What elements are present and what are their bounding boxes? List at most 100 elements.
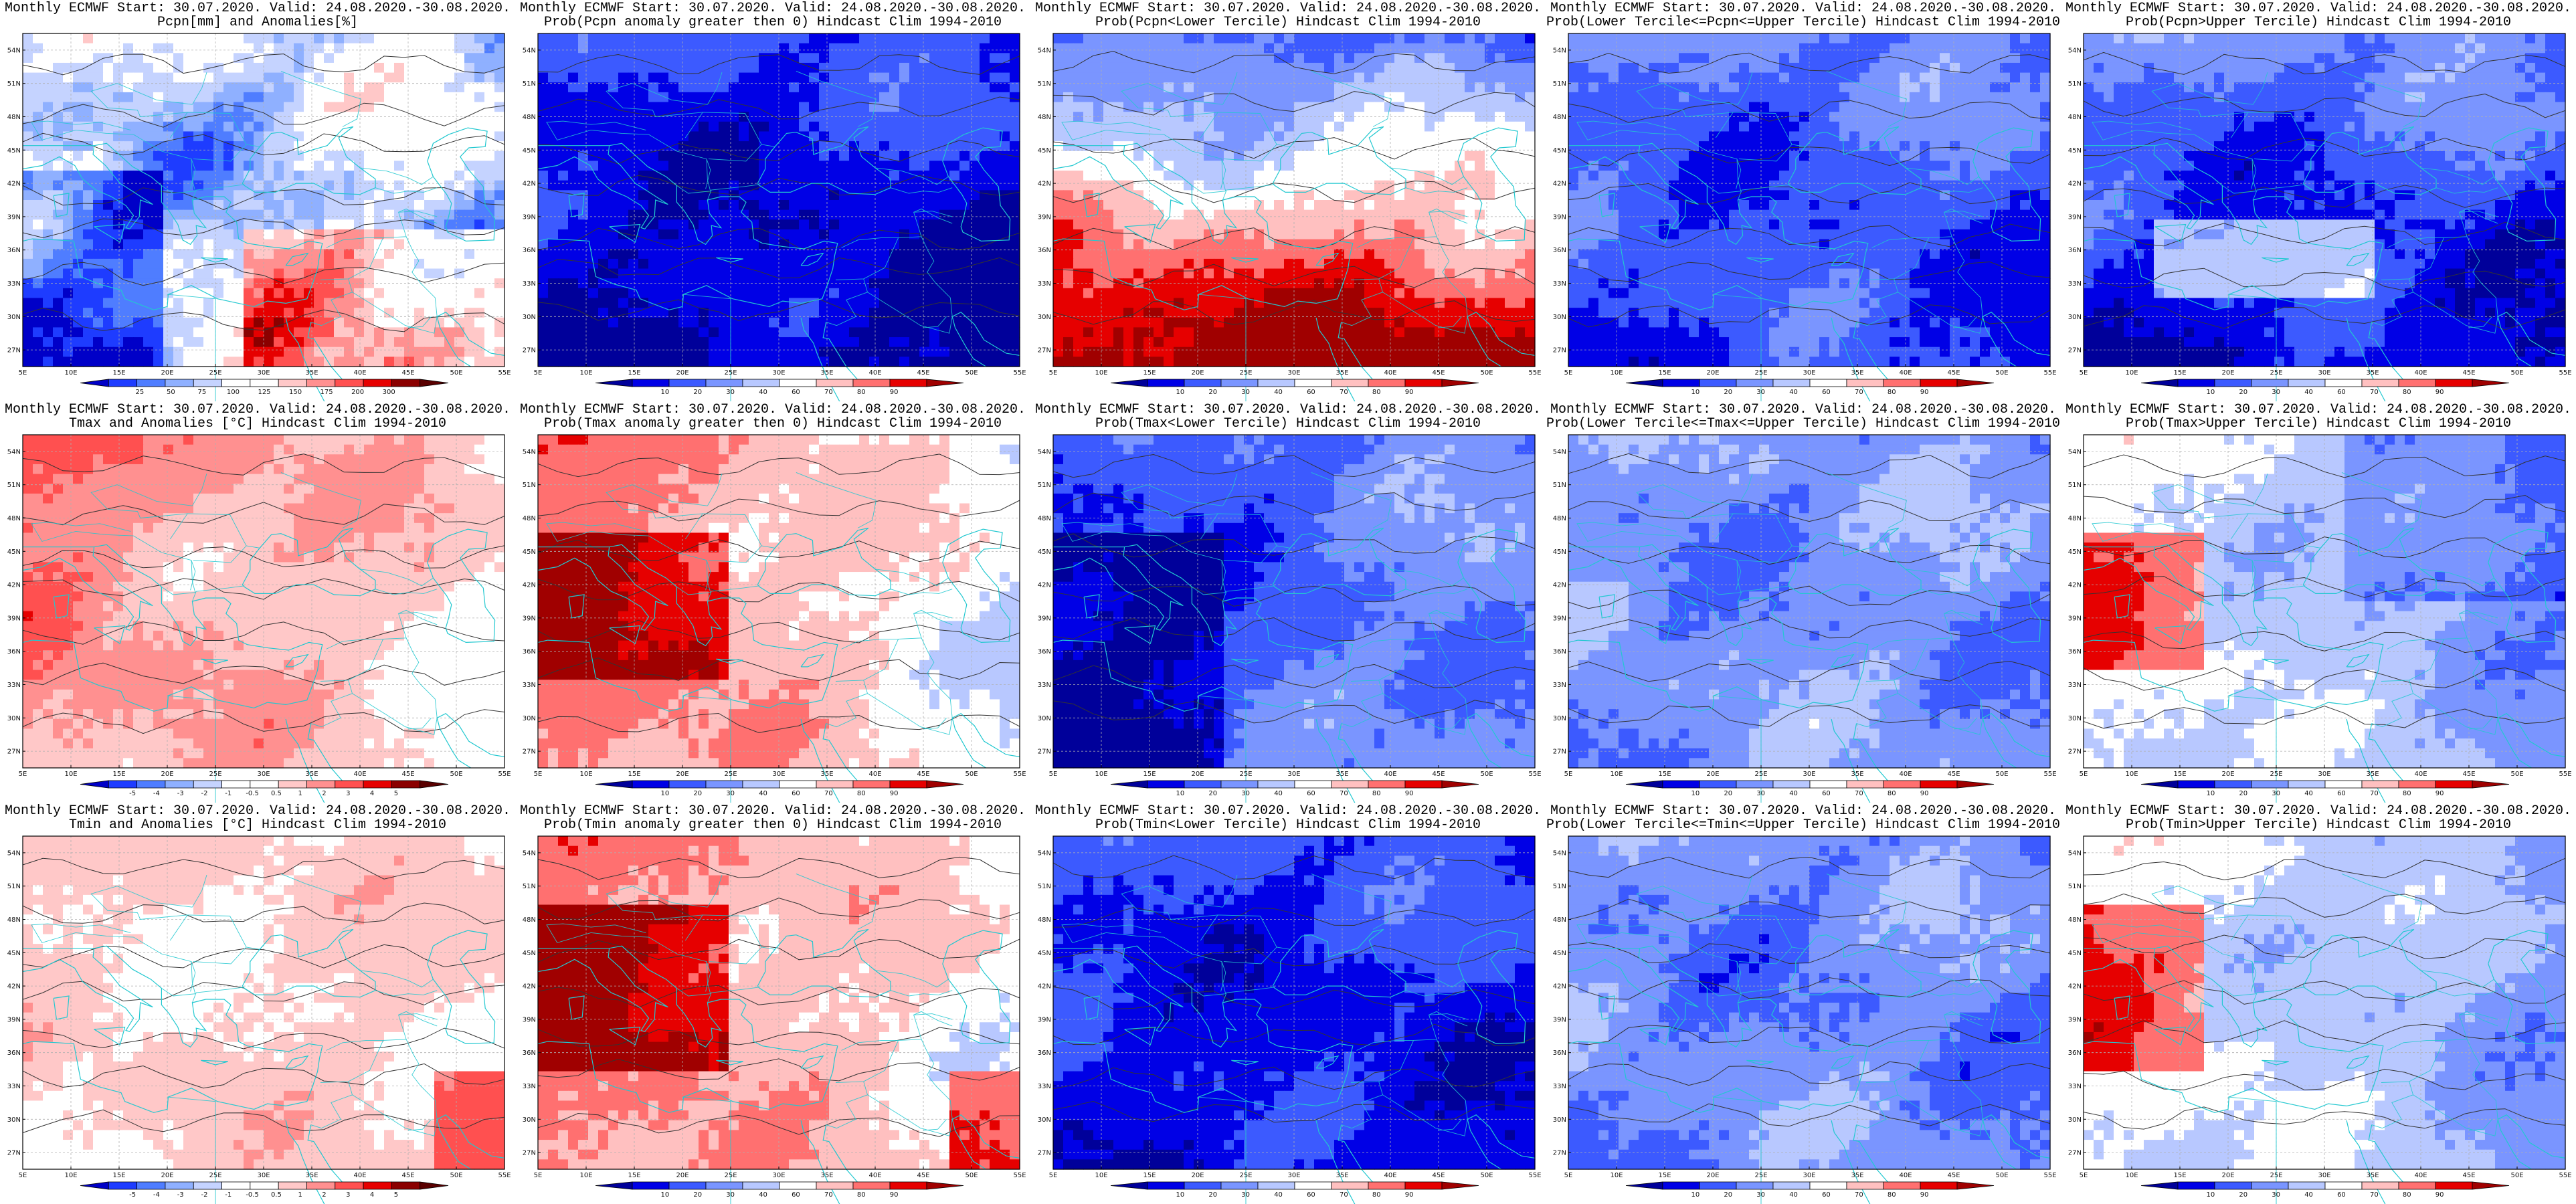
panel-title-line1: Monthly ECMWF Start: 30.07.2020. Valid: … bbox=[2061, 403, 2576, 417]
graticule bbox=[1052, 33, 1536, 367]
lat-tick-label: 42N bbox=[523, 983, 536, 991]
colorbar-label: 1 bbox=[298, 790, 302, 797]
lon-tick-label: 55E bbox=[2043, 771, 2056, 778]
lat-tick-label: 39N bbox=[2068, 615, 2082, 622]
lon-tick-label: 20E bbox=[161, 771, 173, 778]
colorbar-label: 60 bbox=[1822, 1191, 1831, 1199]
map-panel-tmin-prob-positive: Monthly ECMWF Start: 30.07.2020. Valid: … bbox=[515, 803, 1030, 1204]
lat-tick-label: 27N bbox=[7, 748, 21, 756]
lon-tick-label: 5E bbox=[19, 369, 27, 377]
lat-tick-label: 33N bbox=[523, 1083, 536, 1090]
lon-tick-label: 55E bbox=[2559, 1172, 2571, 1179]
lon-tick-label: 50E bbox=[1995, 1172, 2008, 1179]
panel-title-line1: Monthly ECMWF Start: 30.07.2020. Valid: … bbox=[1546, 1, 2061, 15]
lat-tick-label: 51N bbox=[1038, 883, 1051, 890]
lat-tick-label: 48N bbox=[7, 916, 21, 924]
colorbar-label: 80 bbox=[1372, 389, 1381, 396]
colorbar-label: 175 bbox=[320, 389, 333, 396]
lat-tick-label: 30N bbox=[523, 715, 536, 722]
lat-tick-label: 45N bbox=[1553, 147, 1566, 155]
country-borders bbox=[2092, 472, 2498, 803]
colorbar-label: 100 bbox=[227, 389, 240, 396]
lon-tick-label: 20E bbox=[2221, 369, 2234, 377]
colorbar-label: 60 bbox=[792, 389, 800, 396]
lat-tick-label: 45N bbox=[7, 950, 21, 957]
lon-tick-label: 45E bbox=[1947, 1172, 1960, 1179]
lat-tick-label: 42N bbox=[7, 983, 21, 991]
lat-tick-label: 54N bbox=[1038, 849, 1051, 857]
lon-tick-label: 30E bbox=[772, 771, 785, 778]
panel-title-line2: Prob(Lower Tercile<=Pcpn<=Upper Tercile)… bbox=[1546, 15, 2061, 29]
lat-tick-label: 54N bbox=[523, 47, 536, 54]
colorbar-label: 30 bbox=[1756, 389, 1765, 396]
climatology-contours bbox=[1052, 51, 1536, 325]
coastlines bbox=[2083, 126, 2566, 401]
lat-tick-label: 51N bbox=[2068, 883, 2082, 890]
colorbar bbox=[595, 1181, 964, 1190]
lon-tick-label: 50E bbox=[1995, 771, 2008, 778]
lon-tick-label: 55E bbox=[498, 369, 511, 377]
lon-tick-label: 40E bbox=[2414, 369, 2427, 377]
lon-tick-label: 15E bbox=[1143, 369, 1156, 377]
lon-tick-label: 5E bbox=[1564, 771, 1573, 778]
lon-tick-label: 15E bbox=[628, 369, 640, 377]
lon-tick-label: 55E bbox=[1528, 1172, 1541, 1179]
lon-tick-label: 40E bbox=[1384, 369, 1396, 377]
lon-tick-label: 45E bbox=[1432, 369, 1445, 377]
lon-tick-label: 5E bbox=[2080, 771, 2088, 778]
colorbar-label: 40 bbox=[2304, 790, 2313, 797]
lon-tick-label: 35E bbox=[820, 771, 833, 778]
climatology-contours bbox=[537, 856, 1020, 1137]
lon-tick-label: 55E bbox=[2559, 369, 2571, 377]
lon-tick-label: 40E bbox=[1899, 771, 1912, 778]
coastlines bbox=[2083, 527, 2566, 803]
shaded-field bbox=[2084, 435, 2566, 769]
map-canvas: 54N 51N 48N 45N 42N 39N 36N 33N 30N 27N 5E 10E 15E 20… bbox=[2068, 434, 2572, 803]
lon-tick-label: 50E bbox=[2510, 369, 2523, 377]
climatology-contours bbox=[1568, 856, 2051, 1127]
lon-tick-label: 20E bbox=[1191, 1172, 1204, 1179]
colorbar-label: -1 bbox=[225, 1191, 232, 1199]
colorbar bbox=[1110, 379, 1479, 387]
colorbar-label: 20 bbox=[693, 790, 702, 797]
lon-tick-label: 55E bbox=[1528, 771, 1541, 778]
colorbar-label: 60 bbox=[792, 790, 800, 797]
lat-tick-label: 27N bbox=[1553, 748, 1566, 756]
lat-tick-label: 51N bbox=[523, 80, 536, 88]
panel-title-line1: Monthly ECMWF Start: 30.07.2020. Valid: … bbox=[515, 1, 1030, 15]
panel-title-line2: Pcpn[mm] and Anomalies[%] bbox=[0, 15, 515, 29]
country-borders bbox=[2092, 873, 2498, 1204]
coastlines bbox=[1568, 126, 2051, 401]
lat-tick-label: 27N bbox=[1038, 1150, 1051, 1157]
colorbar-label: 90 bbox=[890, 790, 899, 797]
map-panel-precip-anomaly: Monthly ECMWF Start: 30.07.2020. Valid: … bbox=[0, 0, 515, 401]
lat-tick-label: 30N bbox=[1038, 314, 1051, 321]
lon-tick-label: 20E bbox=[1706, 1172, 1719, 1179]
lon-tick-label: 30E bbox=[1287, 369, 1300, 377]
colorbar-label: -2 bbox=[201, 1191, 208, 1199]
colorbar-label: 20 bbox=[1724, 1191, 1732, 1199]
map-panel-tmin-prob-middle: Monthly ECMWF Start: 30.07.2020. Valid: … bbox=[1546, 803, 2061, 1204]
colorbar-label: 60 bbox=[2337, 790, 2346, 797]
lat-tick-label: 30N bbox=[7, 1116, 21, 1124]
lat-tick-label: 39N bbox=[1553, 1016, 1566, 1023]
lat-tick-label: 45N bbox=[523, 548, 536, 556]
map-canvas: 54N 51N 48N 45N 42N 39N 36N 33N 30N 27N 5E 10E 15E 20… bbox=[1038, 33, 1542, 401]
lon-tick-label: 50E bbox=[1480, 1172, 1493, 1179]
lon-tick-label: 30E bbox=[1803, 369, 1815, 377]
lon-tick-label: 15E bbox=[628, 1172, 640, 1179]
colorbar-label: 20 bbox=[693, 389, 702, 396]
shaded-field bbox=[1568, 435, 2051, 769]
lat-tick-label: 30N bbox=[1038, 1116, 1051, 1124]
lat-tick-label: 48N bbox=[7, 515, 21, 522]
colorbar-label: 20 bbox=[1208, 790, 1217, 797]
lat-tick-label: 54N bbox=[1038, 47, 1051, 54]
lat-tick-label: 36N bbox=[523, 247, 536, 254]
lat-tick-label: 33N bbox=[1553, 1083, 1566, 1090]
lon-tick-label: 25E bbox=[209, 369, 221, 377]
lon-tick-label: 45E bbox=[2462, 1172, 2475, 1179]
colorbar-label: 90 bbox=[2435, 790, 2444, 797]
coastlines bbox=[1052, 126, 1536, 401]
lat-tick-label: 36N bbox=[1038, 648, 1051, 656]
colorbar-label: 40 bbox=[1789, 389, 1798, 396]
